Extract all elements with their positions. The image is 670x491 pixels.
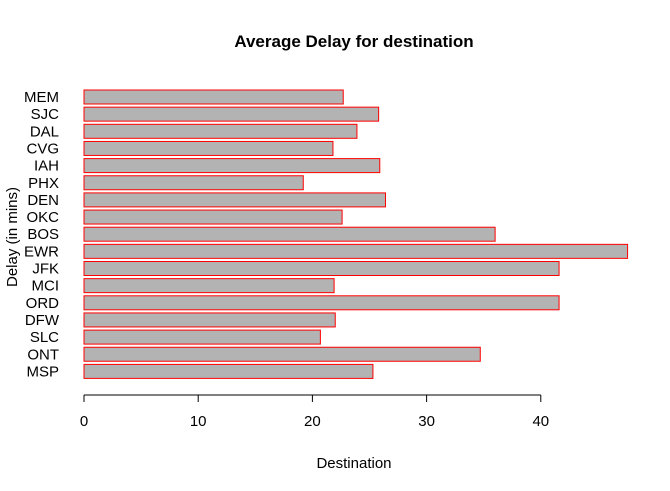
bar-dal <box>83 123 358 139</box>
category-label-mem: MEM <box>24 89 59 106</box>
category-label-cvg: CVG <box>26 140 59 157</box>
bar-mci <box>83 278 335 294</box>
category-label-msp: MSP <box>26 363 59 380</box>
bar-sjc <box>83 106 380 122</box>
category-label-iah: IAH <box>34 158 59 175</box>
category-label-ewr: EWR <box>24 243 59 260</box>
bar-ont <box>83 346 481 362</box>
category-label-bos: BOS <box>27 226 59 243</box>
chart-title: Average Delay for destination <box>234 32 473 51</box>
bar-ewr <box>83 243 629 259</box>
category-label-jfk: JFK <box>32 261 59 278</box>
x-tick-label-40: 40 <box>532 413 549 430</box>
bar-msp <box>83 363 374 379</box>
category-label-slc: SLC <box>30 329 59 346</box>
x-tick-label-0: 0 <box>80 413 88 430</box>
bar-jfk <box>83 261 560 276</box>
bar-okc <box>83 209 343 225</box>
bar-mem <box>83 89 344 105</box>
x-tick-label-30: 30 <box>418 413 435 430</box>
category-label-okc: OKC <box>26 209 59 226</box>
bar-phx <box>83 175 304 191</box>
bar-slc <box>83 329 321 345</box>
x-tick-label-10: 10 <box>190 413 207 430</box>
category-label-ord: ORD <box>26 295 60 312</box>
category-labels: MEMSJCDALCVGIAHPHXDENOKCBOSEWRJFKMCIORDD… <box>24 89 60 380</box>
x-axis-label: Destination <box>316 455 391 472</box>
category-label-ont: ONT <box>27 346 59 363</box>
category-label-mci: MCI <box>32 278 60 295</box>
category-label-dfw: DFW <box>25 312 60 329</box>
x-axis: 0 10 20 30 40 <box>80 394 549 430</box>
bar-dfw <box>83 312 336 328</box>
bar-cvg <box>83 140 334 156</box>
category-label-sjc: SJC <box>31 106 60 123</box>
bar-den <box>83 192 386 208</box>
category-label-den: DEN <box>27 192 59 209</box>
y-axis-label: Delay (in mins) <box>4 187 21 287</box>
x-tick-label-20: 20 <box>304 413 321 430</box>
bar-ord <box>83 295 560 311</box>
category-label-dal: DAL <box>30 123 59 140</box>
category-label-phx: PHX <box>28 175 59 192</box>
bar-iah <box>83 158 381 174</box>
bar-bos <box>83 226 496 242</box>
bars-group <box>83 89 629 379</box>
